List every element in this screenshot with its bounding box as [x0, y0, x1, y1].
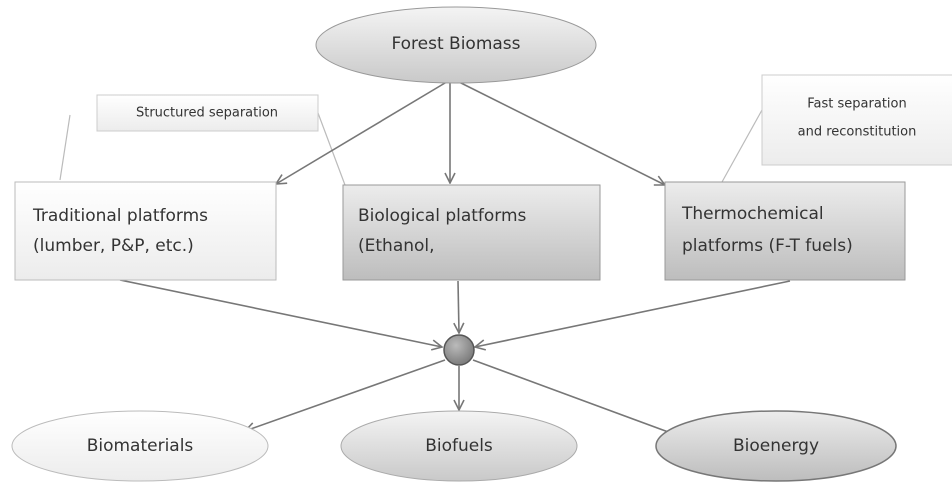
leader-line — [317, 112, 346, 186]
leader-line — [721, 109, 763, 183]
source-label: Forest Biomass — [391, 34, 520, 54]
arrow — [454, 79, 665, 185]
callout — [96, 94, 319, 132]
callout-text: and reconstitution — [798, 125, 917, 140]
platform-box — [664, 181, 906, 281]
output-node — [340, 410, 578, 482]
source-node — [315, 6, 597, 84]
arrow — [119, 279, 442, 347]
callout-text: Fast separation — [807, 97, 906, 112]
arrow — [475, 280, 791, 347]
arrow — [458, 280, 459, 333]
leader-line — [59, 114, 71, 181]
arrow — [245, 359, 446, 431]
callout-text: Structured separation — [136, 106, 278, 121]
platform-text: Biological platforms — [358, 206, 527, 226]
platform-box — [342, 184, 601, 281]
output-label: Biomaterials — [87, 436, 194, 456]
arrow — [276, 79, 451, 184]
platform-text: Traditional platforms — [32, 206, 208, 226]
arrow — [472, 359, 690, 440]
output-node — [11, 410, 269, 482]
output-label: Biofuels — [425, 436, 493, 456]
platform-text: Thermochemical — [681, 204, 824, 224]
platform-text: (Ethanol, — [358, 236, 435, 256]
platform-box — [14, 181, 277, 281]
output-label: Bioenergy — [733, 436, 819, 456]
callout — [761, 74, 952, 166]
platform-text: (lumber, P&P, etc.) — [33, 236, 194, 256]
hub — [443, 334, 475, 366]
output-node — [655, 410, 897, 482]
platform-text: platforms (F-T fuels) — [682, 236, 853, 256]
